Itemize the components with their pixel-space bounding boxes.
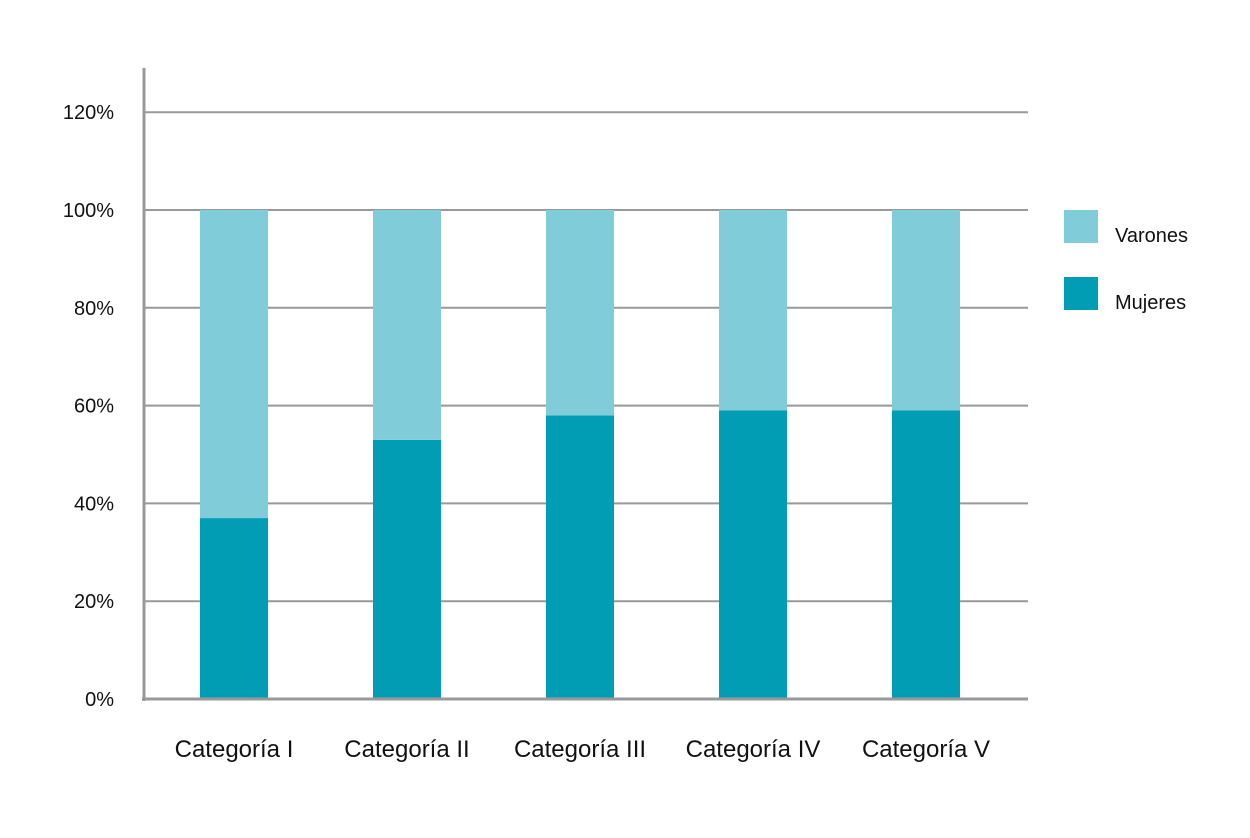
legend-label: Varones: [1115, 225, 1188, 247]
y-tick-labels: 0% 20% 40% 60% 80% 100% 120%: [63, 102, 114, 711]
bars: [200, 210, 960, 699]
legend-swatch-mujeres: [1064, 277, 1098, 310]
y-tick-label: 80%: [74, 298, 114, 320]
bar-varones: [719, 210, 787, 411]
legend-swatch-varones: [1064, 210, 1098, 243]
bar-mujeres: [546, 415, 614, 699]
y-tick-label: 0%: [85, 689, 114, 711]
x-tick-labels: Categoría I Categoría II Categoría III Cate…: [175, 736, 990, 763]
bar-varones: [892, 210, 960, 411]
x-tick-label: Categoría III: [514, 736, 646, 763]
bar-mujeres: [373, 439, 441, 699]
y-tick-label: 20%: [74, 591, 114, 613]
bar-mujeres: [719, 410, 787, 699]
x-tick-label: Categoría V: [862, 736, 990, 763]
axes: [142, 68, 1028, 701]
legend-label: Mujeres: [1115, 292, 1186, 314]
y-tick-label: 40%: [74, 493, 114, 515]
bar-mujeres: [892, 410, 960, 699]
bar-varones: [546, 210, 614, 416]
bar-varones: [373, 210, 441, 440]
bar-mujeres: [200, 518, 268, 699]
y-tick-label: 60%: [74, 396, 114, 418]
legend: Varones Mujeres: [1064, 210, 1188, 314]
x-tick-label: Categoría II: [344, 736, 469, 763]
bar-varones: [200, 210, 268, 519]
y-tick-label: 100%: [63, 200, 114, 222]
y-tick-label: 120%: [63, 102, 114, 124]
x-tick-label: Categoría IV: [686, 736, 821, 763]
x-tick-label: Categoría I: [175, 736, 294, 763]
